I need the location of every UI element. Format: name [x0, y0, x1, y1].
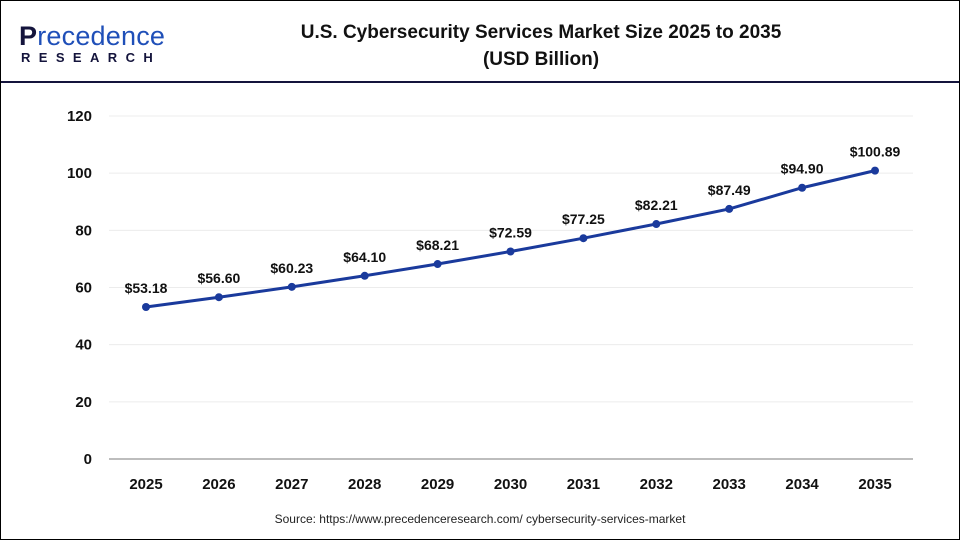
y-tick-label: 120: [67, 108, 92, 125]
data-label: $64.10: [343, 249, 386, 265]
y-tick-label: 20: [75, 394, 92, 411]
data-label: $87.49: [708, 182, 751, 198]
data-point: [287, 282, 296, 291]
data-point: [725, 204, 734, 213]
header-divider: [1, 81, 959, 83]
x-tick-label: 2028: [348, 476, 381, 493]
precedence-research-logo: Precedence RESEARCH: [19, 21, 165, 65]
x-tick-label: 2025: [129, 476, 162, 493]
x-tick-label: 2027: [275, 476, 308, 493]
y-tick-label: 0: [84, 451, 92, 468]
data-label: $60.23: [270, 260, 313, 276]
y-tick-label: 80: [75, 222, 92, 239]
chart-title: U.S. Cybersecurity Services Market Size …: [231, 19, 851, 73]
data-label: $53.18: [125, 280, 168, 296]
x-tick-label: 2030: [494, 476, 527, 493]
y-tick-label: 60: [75, 280, 92, 297]
data-label: $82.21: [635, 197, 678, 213]
data-point: [360, 271, 369, 280]
data-point: [214, 293, 223, 302]
x-tick-label: 2031: [567, 476, 600, 493]
data-label: $68.21: [416, 237, 459, 253]
chart-title-line1: U.S. Cybersecurity Services Market Size …: [300, 22, 782, 43]
x-tick-label: 2035: [858, 476, 891, 493]
data-point: [798, 183, 807, 192]
logo-sub: RESEARCH: [21, 50, 162, 65]
y-tick-label: 40: [75, 337, 92, 354]
data-label: $100.89: [850, 144, 901, 160]
data-point: [579, 234, 588, 243]
x-tick-label: 2033: [713, 476, 746, 493]
data-point: [506, 247, 515, 256]
x-tick-label: 2026: [202, 476, 235, 493]
x-tick-label: 2032: [640, 476, 673, 493]
y-tick-label: 100: [67, 165, 92, 182]
data-point: [433, 260, 442, 269]
logo-brand: Precedence: [19, 21, 166, 51]
data-point: [652, 220, 661, 229]
chart-title-line2: (USD Billion): [482, 49, 600, 70]
source-note: Source: https://www.precedenceresearch.c…: [274, 512, 686, 526]
data-label: $94.90: [781, 161, 824, 177]
data-label: $56.60: [197, 270, 240, 286]
data-point: [871, 166, 879, 175]
x-tick-label: 2034: [785, 476, 819, 493]
data-label: $72.59: [489, 225, 532, 241]
data-point: [142, 302, 150, 311]
data-label: $77.25: [562, 211, 605, 227]
x-tick-label: 2029: [421, 476, 454, 493]
